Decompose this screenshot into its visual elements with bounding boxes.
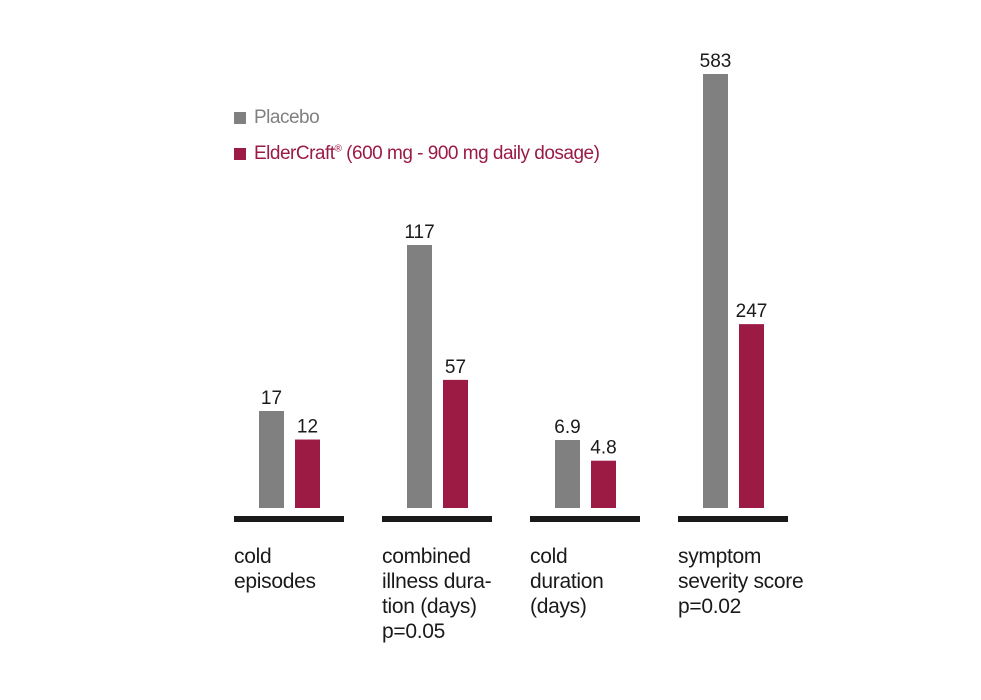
value-label-placebo-group-4: 583 <box>700 51 732 72</box>
category-label-line: duration <box>530 570 604 593</box>
category-label-line: episodes <box>234 570 316 593</box>
legend-item-treatment: ElderCraft® (600 mg - 900 mg daily dosag… <box>234 142 600 166</box>
legend-item-placebo: Placebo <box>234 106 599 130</box>
bar-placebo-group-1 <box>259 411 284 508</box>
baseline-group-2 <box>382 516 492 522</box>
category-label-line: symptom <box>678 545 762 568</box>
baseline-group-1 <box>234 516 344 522</box>
bar-treatment-group-4 <box>739 324 764 508</box>
category-label-line: cold <box>234 545 272 568</box>
bar-treatment-group-1 <box>295 439 320 508</box>
legend-label-placebo: Placebo <box>254 107 320 128</box>
category-label-line: p=0.02 <box>678 595 742 618</box>
category-label-line: cold <box>530 545 568 568</box>
value-label-placebo-group-3: 6.9 <box>554 417 580 438</box>
category-label-line: combined <box>382 545 471 568</box>
value-label-treatment-group-1: 12 <box>297 417 318 438</box>
baseline-group-3 <box>530 516 640 522</box>
bar-treatment-group-2 <box>443 379 468 508</box>
bar-treatment-group-3 <box>591 460 616 508</box>
legend-treatment-name: ElderCraft <box>254 143 335 164</box>
bar-placebo-group-3 <box>555 440 580 508</box>
legend-treatment-dosage: (600 mg - 900 mg daily dosage) <box>341 143 600 164</box>
bar-placebo-group-2 <box>407 245 432 508</box>
value-label-treatment-group-3: 4.8 <box>590 438 616 459</box>
category-label-line: (days) <box>530 595 587 618</box>
value-label-treatment-group-2: 57 <box>445 357 466 378</box>
registered-mark: ® <box>334 143 342 155</box>
category-label-group-1: cold episodes <box>234 544 316 594</box>
bar-placebo-group-4 <box>703 74 728 508</box>
category-label-group-2: combined illness dura-tion (days) p=0.05 <box>382 544 492 644</box>
category-label-line: illness dura- <box>382 570 492 593</box>
legend-label-treatment: ElderCraft® (600 mg - 900 mg daily dosag… <box>254 143 600 165</box>
legend-swatch-placebo <box>234 112 246 124</box>
category-label-line: severity score <box>678 570 804 593</box>
category-label-group-4: symptom severity score p=0.02 <box>678 544 804 619</box>
value-label-placebo-group-1: 17 <box>261 388 282 409</box>
value-label-treatment-group-4: 247 <box>736 301 768 322</box>
legend-swatch-treatment <box>234 148 246 160</box>
value-label-placebo-group-2: 117 <box>404 222 434 243</box>
category-label-line: p=0.05 <box>382 620 446 643</box>
baseline-group-4 <box>678 516 788 522</box>
category-label-group-3: cold duration (days) <box>530 544 604 619</box>
legend: Placebo ElderCraft® (600 mg - 900 mg dai… <box>234 106 600 178</box>
category-label-line: tion (days) <box>382 595 477 618</box>
